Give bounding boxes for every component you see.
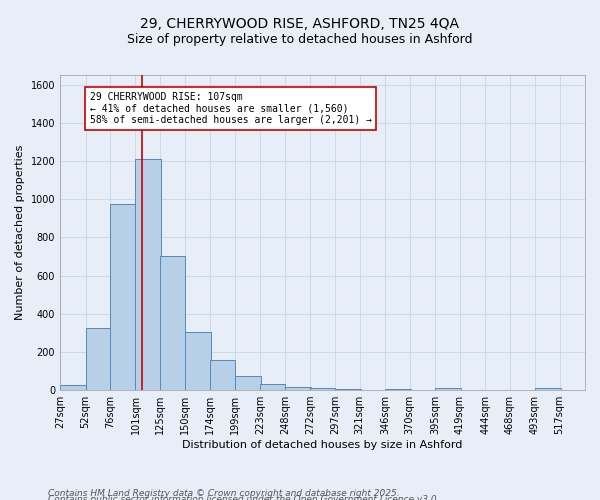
Bar <box>310 388 335 390</box>
Bar <box>335 388 361 390</box>
Text: Contains public sector information licensed under the Open Government Licence v3: Contains public sector information licen… <box>48 495 439 500</box>
Bar <box>286 387 311 390</box>
Bar <box>185 332 211 390</box>
Bar <box>235 376 261 390</box>
Bar <box>86 328 111 390</box>
Bar <box>260 384 286 390</box>
Text: Contains HM Land Registry data © Crown copyright and database right 2025.: Contains HM Land Registry data © Crown c… <box>48 488 400 498</box>
Text: 29 CHERRYWOOD RISE: 107sqm
← 41% of detached houses are smaller (1,560)
58% of s: 29 CHERRYWOOD RISE: 107sqm ← 41% of deta… <box>89 92 371 126</box>
Bar <box>535 388 560 390</box>
Bar <box>210 360 235 390</box>
Text: 29, CHERRYWOOD RISE, ASHFORD, TN25 4QA: 29, CHERRYWOOD RISE, ASHFORD, TN25 4QA <box>140 18 460 32</box>
Text: Size of property relative to detached houses in Ashford: Size of property relative to detached ho… <box>127 32 473 46</box>
Bar <box>136 159 161 390</box>
Y-axis label: Number of detached properties: Number of detached properties <box>15 145 25 320</box>
Bar <box>160 256 185 390</box>
Bar <box>60 386 86 390</box>
X-axis label: Distribution of detached houses by size in Ashford: Distribution of detached houses by size … <box>182 440 463 450</box>
Bar <box>110 204 136 390</box>
Bar <box>435 388 461 390</box>
Bar <box>385 389 410 390</box>
